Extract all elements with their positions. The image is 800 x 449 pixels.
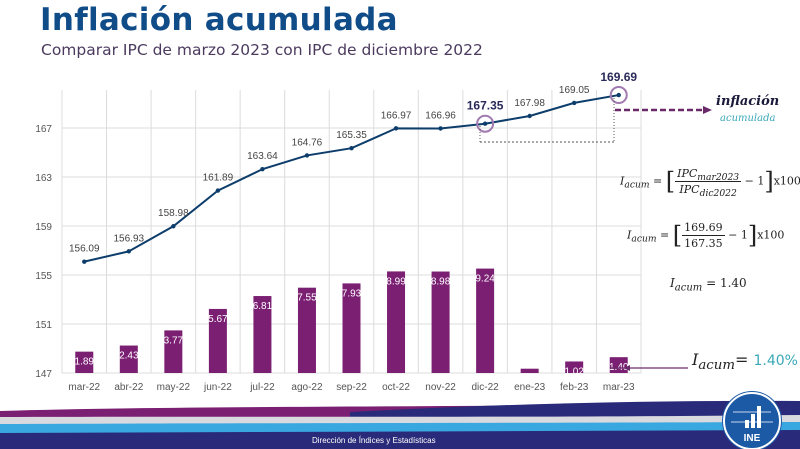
bar-nov-22 [431, 271, 450, 373]
y-tick-label: 163 [35, 173, 52, 184]
arrow-head-icon [703, 106, 712, 114]
x-tick-label: jun-22 [203, 382, 232, 393]
bar-mar-22 [75, 351, 94, 373]
ipc-label: 164.76 [292, 137, 323, 148]
x-tick-label: mar-22 [68, 382, 100, 393]
acumulada-label: acumulada [720, 113, 775, 124]
x-tick-label: sep-22 [336, 382, 367, 393]
ipc-point [260, 166, 265, 172]
ipc-point [349, 146, 354, 151]
ipc-point [482, 121, 488, 126]
bar-may-22 [164, 330, 183, 373]
bar-label: 7.55 [297, 293, 317, 304]
ipc-point [82, 259, 87, 264]
bar-label: 7.93 [342, 288, 362, 299]
ipc-label: 165.35 [336, 130, 367, 141]
x-tick-label: ago-22 [291, 382, 323, 393]
footer-bands [0, 400, 800, 449]
bar-jul-22 [253, 296, 272, 373]
ipc-label: 163.64 [247, 151, 278, 162]
ipc-label: 156.09 [69, 244, 100, 255]
formula-result: Iacum = 1.40 [670, 276, 747, 294]
x-tick-label: may-22 [157, 382, 191, 393]
x-tick-label: nov-22 [425, 382, 456, 393]
inflacion-label: inflación [716, 94, 779, 109]
ipc-point [438, 126, 443, 131]
bar-ene-23 [520, 368, 539, 373]
bar-jun-22 [208, 308, 227, 373]
bar-label: 8.99 [386, 276, 406, 287]
footer-text: Dirección de Índices y Estadísticas [312, 436, 436, 445]
bar-mar-23 [609, 357, 628, 373]
y-tick-label: 155 [35, 271, 52, 282]
bar-feb-23 [565, 361, 584, 373]
ipc-point [126, 249, 132, 254]
ipc-label: 156.93 [114, 233, 145, 244]
ipc-point [304, 153, 310, 158]
x-tick-label: abr-22 [114, 382, 143, 393]
ipc-point [171, 224, 176, 229]
arrow-head-icon [624, 365, 630, 371]
ipc-label: 166.96 [425, 110, 456, 121]
highlight-circle [476, 114, 495, 133]
ipc-point [527, 113, 532, 119]
svg-text:INE: INE [744, 433, 761, 444]
formula-values: Iacum = [169.69 167.35 − 1]x100 [627, 221, 785, 250]
x-tick-label: feb-23 [560, 382, 589, 393]
ipc-label: 158.98 [158, 208, 189, 219]
ipc-label: 161.89 [203, 173, 234, 184]
y-tick-label: 151 [35, 320, 52, 331]
ipc-label: 166.97 [381, 110, 412, 121]
bar-abr-22 [119, 345, 138, 373]
result-callout: Iacum= 1.40% [692, 350, 798, 374]
ipc-label: 167.35 [467, 99, 504, 113]
bar-label: 9.24 [475, 274, 495, 285]
x-tick-label: jul-22 [249, 382, 275, 393]
x-tick-label: ene-23 [514, 382, 546, 393]
bar-ago-22 [297, 287, 316, 373]
highlight-circle [609, 86, 628, 105]
bar-label: 2.43 [119, 351, 139, 362]
ipc-label: 169.69 [600, 70, 637, 84]
y-tick-label: 147 [35, 369, 52, 380]
x-tick-label: mar-23 [603, 382, 635, 393]
bar-label: 1.89 [75, 357, 95, 368]
formula-general: Iacum = [IPCmar2023 IPCdic2022 − 1]x100 [620, 167, 800, 200]
page-subtitle: Comparar IPC de marzo 2023 con IPC de di… [41, 41, 483, 59]
ine-logo: INE [723, 392, 781, 449]
bar-label: 3.77 [164, 335, 184, 346]
ipc-point [571, 100, 577, 106]
x-tick-label: dic-22 [471, 382, 499, 393]
ipc-label: 167.98 [514, 98, 545, 109]
ipc-label: 169.05 [559, 85, 590, 96]
bar-oct-22 [387, 271, 406, 373]
ipc-line [84, 94, 619, 263]
page-title: Inflación acumulada [40, 2, 398, 38]
bar-label: 6.81 [253, 301, 273, 312]
bar-label: 8.98 [431, 277, 451, 288]
ipc-point [215, 188, 221, 193]
bar-dic-22 [476, 268, 495, 373]
bar-label: 1.02 [564, 366, 584, 377]
y-tick-label: 159 [35, 222, 52, 233]
ipc-point [616, 92, 621, 98]
bar-sep-22 [342, 283, 361, 373]
bar-label: 5.67 [208, 314, 228, 325]
ipc-point [393, 126, 399, 131]
x-tick-label: oct-22 [382, 382, 410, 393]
y-tick-label: 167 [35, 124, 52, 135]
